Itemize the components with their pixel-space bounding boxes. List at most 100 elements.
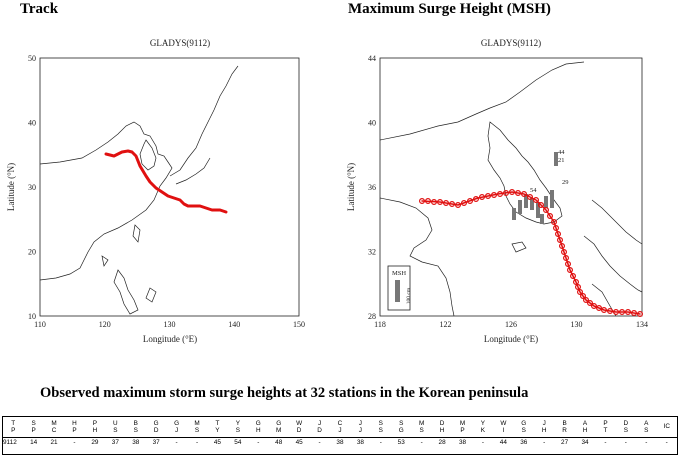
surge-value: 14 — [23, 437, 44, 447]
surge-table-value-row: 9112 14 21 - 29 37 38 37 - - 45 54 - 48 … — [3, 437, 677, 447]
station-code-line1: B — [133, 419, 138, 427]
station-code-line2: M — [276, 427, 282, 434]
surge-value: 38 — [329, 437, 351, 447]
surge-value: 21 — [43, 437, 65, 447]
station-code-line1: B — [562, 419, 567, 427]
y-tick: 32 — [368, 248, 376, 257]
station-code-line1: W — [296, 419, 303, 427]
station-code-line1: S — [31, 419, 36, 427]
msh-legend: MSH 100 cm — [387, 265, 412, 311]
track-map-islands — [101, 255, 157, 303]
station-code-line1: S — [378, 419, 383, 427]
station-code-line2: S — [521, 427, 526, 434]
surge-value: - — [656, 437, 677, 447]
station-code-line2: S — [378, 427, 383, 434]
surge-value: 29 — [84, 437, 106, 447]
surge-value: 38 — [125, 437, 146, 447]
track-map-title: GLADYS(9112) — [150, 38, 210, 48]
y-tick: 10 — [28, 312, 36, 321]
station-code-line1: T — [215, 419, 220, 427]
station-code-line2: P — [31, 427, 36, 434]
station-code-line1: H — [72, 419, 77, 427]
station-code-line1: J — [317, 419, 322, 427]
surge-value: - — [309, 437, 330, 447]
y-tick: 50 — [28, 54, 36, 63]
station-code-line1: W — [500, 419, 507, 427]
station-code-line2: J — [358, 427, 362, 434]
msh-map-y-ticks: 44 40 36 32 28 — [368, 54, 376, 321]
station-code-line1: G — [521, 419, 527, 427]
station-code-line2: C — [51, 427, 57, 434]
msh-map-korea — [487, 121, 563, 225]
surge-bar — [536, 202, 540, 218]
station-label: 44 — [558, 149, 565, 156]
x-tick: 134 — [636, 320, 648, 329]
surge-bar — [554, 152, 558, 166]
station-code-line1: Y — [235, 419, 240, 427]
surge-bar — [518, 200, 522, 214]
station-code-line1: U — [113, 419, 118, 427]
station-code-line2: P — [11, 427, 16, 434]
surge-value: - — [64, 437, 85, 447]
surge-value: 48 — [268, 437, 289, 447]
station-code-line2: H — [92, 427, 98, 434]
station-code-line2: S — [644, 427, 649, 434]
msh-map-x-ticks: 118 122 126 130 134 — [374, 320, 648, 329]
surge-bar — [550, 190, 554, 208]
surge-value: - — [370, 437, 392, 447]
station-code-line2: G — [398, 427, 404, 434]
msh-map-xlabel: Longitude (°E) — [484, 334, 538, 344]
surge-value: - — [636, 437, 657, 447]
station-code-line2: I — [502, 427, 505, 434]
station-code-line2: J — [338, 427, 342, 434]
surge-value: - — [595, 437, 616, 447]
x-tick: 120 — [99, 320, 111, 329]
station-code-line2: D — [317, 427, 322, 434]
track-map-japan — [169, 65, 239, 185]
station-code-line1: T — [11, 419, 16, 427]
surge-bar — [512, 208, 516, 220]
msh-station-bars — [512, 152, 558, 224]
surge-value: 38 — [452, 437, 473, 447]
station-code-line2: K — [480, 427, 486, 434]
station-code-line2: D — [153, 427, 159, 434]
y-tick: 20 — [28, 248, 36, 257]
surge-value: - — [186, 437, 208, 447]
surge-value: 38 — [350, 437, 371, 447]
y-tick: 40 — [28, 119, 36, 128]
track-map-philippines — [113, 269, 139, 315]
msh-map-ylabel: Latitude (°N) — [346, 163, 356, 211]
surge-value: 45 — [288, 437, 310, 447]
station-code-line2: T — [603, 427, 608, 434]
station-code-line2: S — [113, 427, 118, 434]
x-tick: 150 — [293, 320, 305, 329]
track-map-coastline — [39, 121, 173, 281]
track-line — [104, 149, 228, 214]
x-tick: 122 — [440, 320, 452, 329]
surge-value: 37 — [105, 437, 126, 447]
surge-bar — [524, 194, 528, 208]
msh-map-jeju — [511, 241, 527, 253]
y-tick: 28 — [368, 312, 376, 321]
station-header: IC — [657, 417, 678, 438]
station-code-line1: G — [153, 419, 159, 427]
x-tick: 140 — [228, 320, 240, 329]
track-map-xlabel: Longitude (°E) — [143, 334, 197, 344]
station-code-line2: H — [255, 427, 261, 434]
